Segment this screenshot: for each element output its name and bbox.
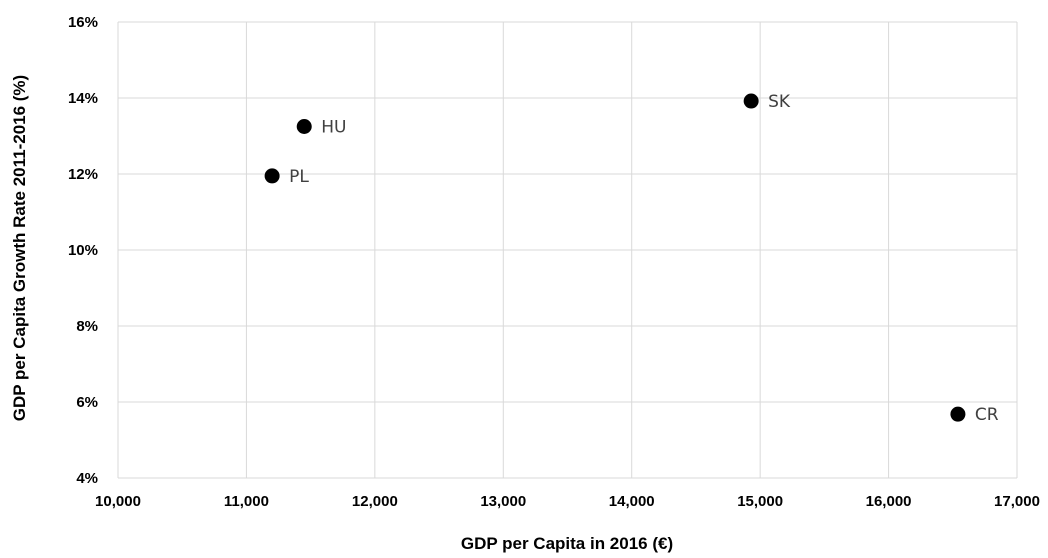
y-tick-label: 14% xyxy=(68,90,98,107)
x-tick-label: 10,000 xyxy=(95,493,141,510)
y-tick-label: 16% xyxy=(68,14,98,31)
point-label-pl: PL xyxy=(289,167,309,187)
data-points: HU PL SK CR xyxy=(264,92,999,425)
x-tick-label: 15,000 xyxy=(737,493,783,510)
data-point-pl xyxy=(264,168,280,184)
y-gridlines xyxy=(118,21,1017,479)
point-label-sk: SK xyxy=(768,92,791,112)
y-axis-title: GDP per Capita Growth Rate 2011-2016 (%) xyxy=(10,75,29,421)
point-label-hu: HU xyxy=(321,118,346,138)
y-tick-label: 12% xyxy=(68,166,98,183)
y-tick-labels: 4% 6% 8% 10% 12% 14% 16% xyxy=(68,14,98,487)
data-point-cr xyxy=(950,406,966,422)
x-tick-label: 13,000 xyxy=(480,493,526,510)
x-tick-label: 14,000 xyxy=(609,493,655,510)
data-point-hu xyxy=(296,119,312,134)
y-tick-label: 4% xyxy=(76,470,98,487)
x-tick-label: 16,000 xyxy=(866,493,912,510)
y-tick-label: 10% xyxy=(68,242,98,259)
x-tick-label: 11,000 xyxy=(224,493,269,510)
x-tick-label: 12,000 xyxy=(352,493,398,510)
point-label-cr: CR xyxy=(975,405,999,425)
y-tick-label: 6% xyxy=(76,394,98,411)
x-tick-label: 17,000 xyxy=(994,493,1040,510)
x-tick-labels: 10,000 11,000 12,000 13,000 14,000 15,000 16,0… xyxy=(95,493,1040,510)
y-tick-label: 8% xyxy=(76,318,98,335)
data-point-sk xyxy=(743,93,759,109)
x-axis-title: GDP per Capita in 2016 (€) xyxy=(461,534,673,553)
